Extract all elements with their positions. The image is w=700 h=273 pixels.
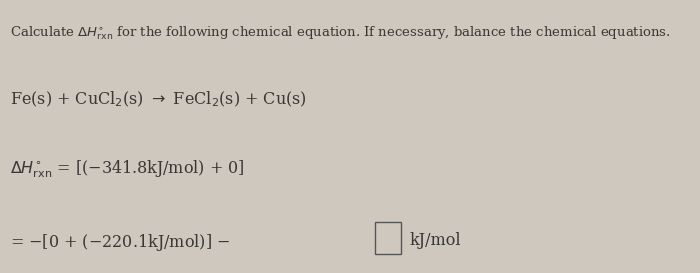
Text: $\Delta H^{\circ}_{\mathrm{rxn}}$ = [($-$341.8kJ/mol) + 0]: $\Delta H^{\circ}_{\mathrm{rxn}}$ = [($-…: [10, 158, 245, 180]
Text: kJ/mol: kJ/mol: [410, 232, 461, 249]
Text: = $-$[0 + ($-$220.1kJ/mol)] $-$: = $-$[0 + ($-$220.1kJ/mol)] $-$: [10, 232, 230, 253]
Text: Fe(s) + CuCl$_2$(s) $\rightarrow$ FeCl$_2$(s) + Cu(s): Fe(s) + CuCl$_2$(s) $\rightarrow$ FeCl$_…: [10, 90, 307, 109]
Text: Calculate $\Delta H^{\circ}_{\mathrm{rxn}}$ for the following chemical equation.: Calculate $\Delta H^{\circ}_{\mathrm{rxn…: [10, 25, 671, 42]
FancyBboxPatch shape: [374, 222, 401, 254]
